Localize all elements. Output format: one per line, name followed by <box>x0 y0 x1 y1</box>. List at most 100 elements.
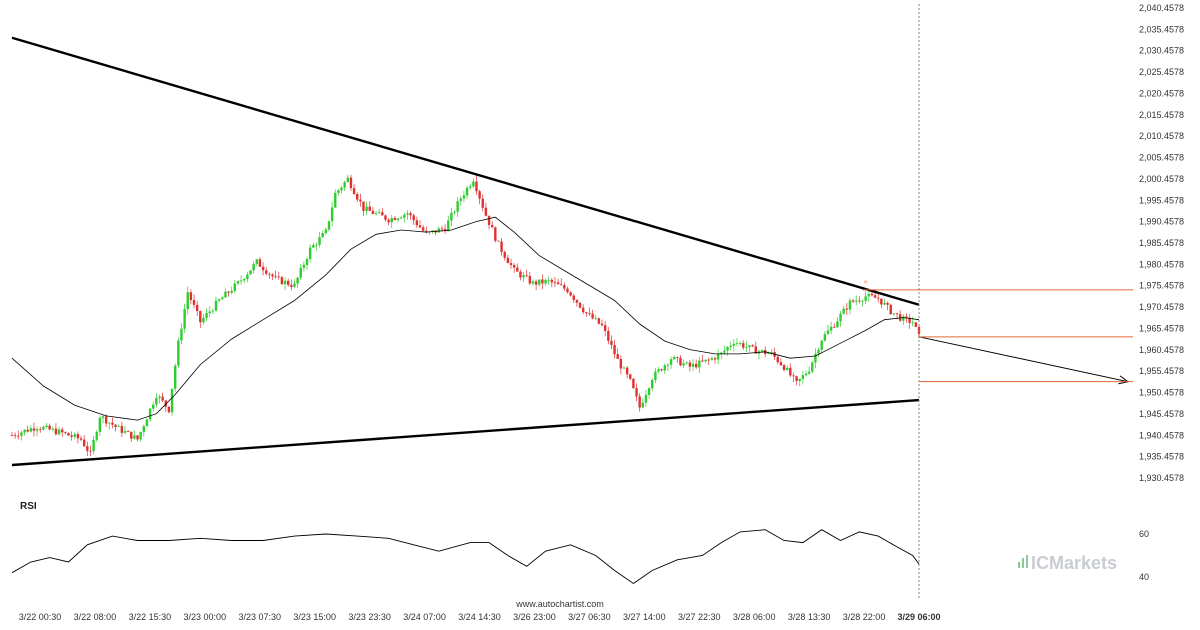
time-tick-label: 3/26 23:00 <box>513 612 556 622</box>
candle <box>704 359 707 364</box>
candle <box>710 356 714 361</box>
price-tick-label: 2,035.4578 <box>1139 24 1184 34</box>
candle <box>751 344 754 348</box>
candle <box>305 256 309 270</box>
candle <box>469 183 472 190</box>
candle <box>839 310 842 328</box>
candle <box>48 423 51 431</box>
candle <box>632 378 635 389</box>
candle <box>638 393 641 412</box>
price-axis-labels: 2,040.4578 2,035.4578 2,030.4578 2,025.4578… <box>1139 3 1184 483</box>
candle <box>161 392 164 403</box>
candle <box>462 190 466 202</box>
price-tick-label: 2,015.4578 <box>1139 110 1184 120</box>
price-panel: ^ 2,040.4578 2,035.4578 2,030.4578 2,025.45… <box>10 3 1184 600</box>
candle <box>742 340 745 351</box>
candle <box>199 310 202 329</box>
price-tick-label: 1,985.4578 <box>1139 238 1184 248</box>
candle <box>202 314 205 325</box>
candle <box>130 431 133 442</box>
candle <box>547 276 550 285</box>
candle <box>814 348 817 369</box>
candle <box>883 299 886 306</box>
candle <box>183 303 186 333</box>
time-tick-label: 3/22 08:00 <box>74 612 117 622</box>
candle <box>776 355 779 365</box>
candle <box>249 270 252 275</box>
candle <box>64 431 67 435</box>
candle <box>578 302 582 309</box>
candle <box>503 250 506 261</box>
candle <box>447 215 450 232</box>
candle <box>384 214 387 222</box>
candle <box>35 426 39 437</box>
candle <box>676 356 679 363</box>
candle <box>898 310 902 322</box>
price-tick-label: 1,935.4578 <box>1139 452 1184 462</box>
candle <box>465 185 469 200</box>
price-tick-label: 1,975.4578 <box>1139 281 1184 291</box>
candle <box>679 355 682 367</box>
candle <box>720 351 723 360</box>
candle <box>258 256 262 267</box>
candle <box>811 361 814 374</box>
candle <box>798 378 801 387</box>
time-tick-label: 3/23 15:00 <box>293 612 336 622</box>
candle <box>152 401 155 412</box>
candle <box>610 335 613 350</box>
candle <box>694 359 698 369</box>
candle <box>236 280 240 286</box>
candle <box>654 368 657 384</box>
candle <box>657 367 660 374</box>
candle <box>673 355 676 361</box>
candle <box>277 271 280 280</box>
candle <box>246 272 249 283</box>
candle <box>148 408 152 422</box>
candle <box>349 174 353 191</box>
candle <box>556 278 560 285</box>
candle <box>760 349 764 354</box>
candle <box>208 306 211 318</box>
candle <box>308 244 312 263</box>
candle <box>516 263 519 272</box>
candle <box>136 435 139 442</box>
candle <box>79 435 83 442</box>
price-tick-label: 2,010.4578 <box>1139 131 1184 141</box>
candle <box>807 366 811 375</box>
candle <box>293 279 296 289</box>
candle <box>701 355 704 363</box>
time-tick-label: 3/23 00:00 <box>184 612 227 622</box>
rsi-panel: RSI 60 40 <box>11 501 1149 585</box>
candle <box>227 290 230 297</box>
candle <box>221 295 224 300</box>
candle <box>403 212 406 223</box>
candle <box>541 274 544 290</box>
candle <box>393 215 397 221</box>
candle <box>575 299 579 307</box>
candle <box>566 286 569 294</box>
candle <box>735 338 739 347</box>
candle <box>563 282 566 291</box>
candle <box>142 424 146 437</box>
candle <box>588 307 591 316</box>
candle <box>886 301 889 311</box>
autochartist-watermark: www.autochartist.com <box>515 599 604 609</box>
candle <box>688 359 692 372</box>
price-tick-label: 2,030.4578 <box>1139 46 1184 56</box>
candle <box>192 294 196 309</box>
candle <box>607 327 610 345</box>
candle <box>738 341 742 346</box>
candle <box>104 414 108 428</box>
rsi-title: RSI <box>20 501 37 512</box>
time-tick-label: 3/22 00:30 <box>19 612 62 622</box>
candle <box>851 299 855 303</box>
candle <box>42 425 45 431</box>
candle <box>817 347 820 358</box>
price-tick-label: 1,940.4578 <box>1139 430 1184 440</box>
candle <box>396 217 400 222</box>
candle <box>801 370 805 385</box>
candle <box>522 271 525 283</box>
candle <box>745 341 748 352</box>
candle <box>29 425 33 433</box>
candle <box>252 261 255 274</box>
